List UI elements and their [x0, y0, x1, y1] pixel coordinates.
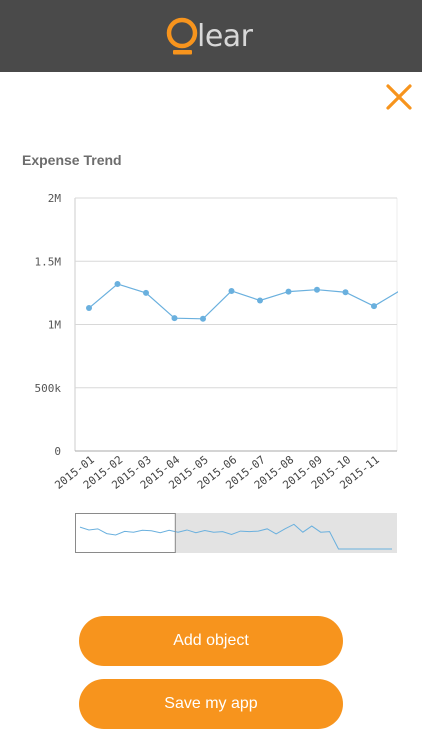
series-line	[88, 283, 398, 320]
data-point	[143, 289, 149, 296]
close-icon	[386, 84, 412, 110]
data-point	[285, 288, 292, 295]
data-point	[257, 297, 263, 304]
add-object-button[interactable]: Add object	[79, 616, 343, 666]
data-point	[200, 315, 206, 322]
data-point	[228, 287, 235, 294]
data-point	[342, 289, 349, 296]
data-point	[400, 286, 406, 292]
chart-navigator[interactable]	[75, 513, 398, 553]
x-axis-ticks: 2015-012015-022015-032015-042015-052015-…	[52, 453, 382, 492]
y-tick-label: 1.5M	[35, 255, 62, 268]
app-header: lear	[0, 0, 422, 72]
navigator-unselected-area	[174, 513, 397, 553]
logo-text: lear	[197, 19, 253, 54]
data-point	[86, 305, 92, 312]
close-button[interactable]	[384, 82, 414, 112]
y-tick-label: 2M	[48, 192, 62, 205]
y-axis-ticks: 0 500k 1M 1.5M 2M	[35, 192, 62, 458]
save-my-app-button[interactable]: Save my app	[79, 679, 343, 729]
y-tick-label: 500k	[35, 382, 62, 395]
chart-title: Expense Trend	[22, 152, 122, 168]
y-tick-label: 1M	[48, 319, 62, 332]
data-point	[171, 315, 178, 322]
y-tick-label: 0	[54, 445, 61, 458]
data-point	[114, 281, 121, 288]
chart-grid	[74, 197, 398, 452]
chart-series	[86, 281, 406, 322]
data-point	[371, 303, 377, 310]
qlear-logo: lear	[165, 17, 253, 57]
qlear-q-logo-icon	[166, 17, 198, 55]
navigator-selection-window[interactable]	[75, 513, 176, 553]
navigator-line	[79, 523, 392, 550]
expense-trend-chart[interactable]: 0 500k 1M 1.5M 2M 2015-012015-022015-032015-…	[0, 180, 422, 570]
data-point	[314, 286, 320, 293]
